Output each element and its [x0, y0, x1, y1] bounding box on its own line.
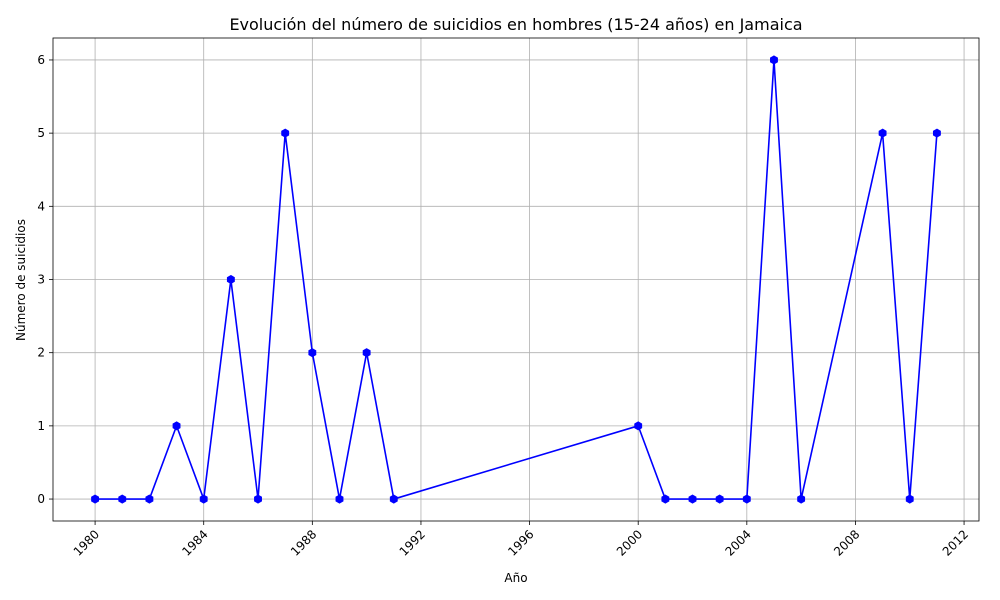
- data-point: [742, 494, 751, 504]
- data-point: [254, 494, 262, 504]
- data-point: [145, 494, 154, 504]
- data-point: [199, 494, 208, 504]
- data-point: [770, 55, 778, 65]
- y-axis: 0 1 2 3 4 5 6: [37, 53, 53, 506]
- data-point: [308, 348, 317, 358]
- data-point: [118, 494, 127, 504]
- data-point: [335, 494, 344, 504]
- y-tick-label: 1: [37, 419, 45, 433]
- y-tick-label: 5: [37, 126, 45, 140]
- data-point: [362, 348, 371, 358]
- data-point: [878, 128, 887, 138]
- y-axis-title: Número de suicidios: [14, 219, 28, 341]
- data-point: [715, 494, 724, 504]
- data-point: [91, 494, 100, 504]
- data-point: [797, 494, 806, 504]
- data-point: [389, 494, 398, 504]
- data-point: [172, 421, 181, 431]
- data-point: [661, 494, 670, 504]
- chart-title: Evolución del número de suicidios en hom…: [229, 15, 802, 34]
- y-tick-label: 4: [37, 199, 45, 213]
- series-line: [95, 59, 938, 500]
- data-point: [688, 494, 697, 504]
- y-tick-label: 0: [37, 492, 45, 506]
- data-point: [905, 494, 914, 504]
- x-axis-title: Año: [504, 571, 527, 585]
- data-point: [932, 128, 941, 138]
- y-tick-label: 2: [37, 346, 45, 360]
- data-point: [281, 128, 290, 138]
- series-layer: [91, 55, 941, 504]
- grid: [53, 38, 979, 521]
- y-tick-label: 6: [37, 53, 45, 67]
- data-point: [226, 274, 235, 285]
- data-point: [634, 421, 643, 431]
- y-tick-label: 3: [37, 273, 45, 287]
